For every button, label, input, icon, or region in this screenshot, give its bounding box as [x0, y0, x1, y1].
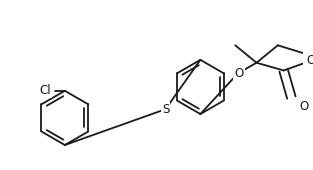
Text: Cl: Cl: [40, 84, 51, 97]
Text: O: O: [299, 100, 308, 114]
Text: O: O: [306, 54, 313, 67]
Text: S: S: [162, 103, 169, 116]
Text: O: O: [234, 67, 244, 80]
